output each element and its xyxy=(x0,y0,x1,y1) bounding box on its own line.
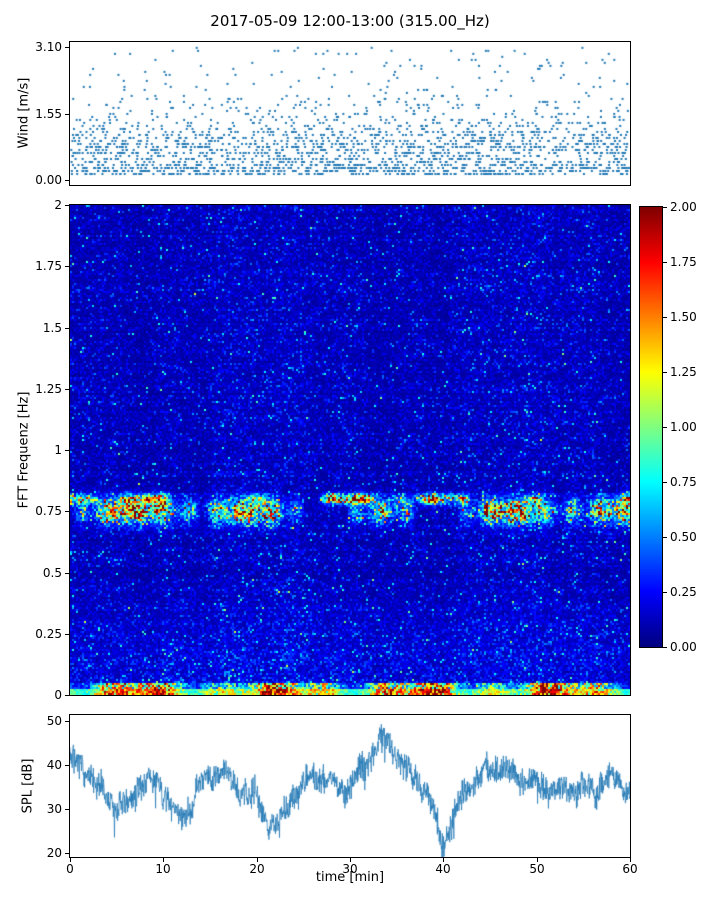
colorbar-tick-mark xyxy=(663,207,667,208)
wind-ytick-mark xyxy=(65,180,69,181)
fft-ytick-label: 1 xyxy=(54,443,62,457)
colorbar-tick-mark xyxy=(663,262,667,263)
fft-ytick-mark xyxy=(65,695,69,696)
colorbar-tick-mark xyxy=(663,537,667,538)
spl-line-plot xyxy=(69,714,631,858)
colorbar-tick-mark xyxy=(663,427,667,428)
fft-ytick-mark xyxy=(65,328,69,329)
spl-ytick-mark xyxy=(65,721,69,722)
fft-ytick-mark xyxy=(65,450,69,451)
colorbar-tick-label: 1.00 xyxy=(670,420,697,434)
fft-ytick-label: 0.5 xyxy=(42,566,62,580)
wind-scatter-canvas xyxy=(70,42,630,185)
colorbar-tick-label: 0.25 xyxy=(670,585,697,599)
fft-ytick-mark xyxy=(65,511,69,512)
wind-ytick-mark xyxy=(65,47,69,48)
wind-scatter-plot xyxy=(69,41,631,186)
colorbar-tick-label: 0.50 xyxy=(670,530,697,544)
fft-ytick-label: 1.25 xyxy=(35,382,62,396)
time-xtick-mark xyxy=(537,858,538,862)
fft-ytick-mark xyxy=(65,266,69,267)
spl-ytick-mark xyxy=(65,765,69,766)
fft-ytick-mark xyxy=(65,389,69,390)
x-axis-label: time [min] xyxy=(315,870,385,885)
spl-ytick-mark xyxy=(65,809,69,810)
colorbar-tick-label: 1.25 xyxy=(670,365,697,379)
fft-ytick-label: 1.75 xyxy=(35,259,62,273)
fft-ytick-label: 0.25 xyxy=(35,627,62,641)
wind-ytick-label: 0.00 xyxy=(35,173,62,187)
spl-ytick-label: 40 xyxy=(46,758,62,772)
time-xtick-mark xyxy=(443,858,444,862)
time-xtick-label: 40 xyxy=(435,862,451,876)
colorbar xyxy=(639,206,663,648)
colorbar-tick-mark xyxy=(663,592,667,593)
wind-ytick-label: 3.10 xyxy=(35,40,62,54)
colorbar-tick-label: 0.75 xyxy=(670,475,697,489)
fft-ytick-label: 2 xyxy=(54,198,62,212)
colorbar-tick-mark xyxy=(663,317,667,318)
figure-title: 2017-05-09 12:00-13:00 (315.00_Hz) xyxy=(210,12,490,30)
fft-ytick-mark xyxy=(65,634,69,635)
fft-ytick-label: 0 xyxy=(54,688,62,702)
time-xtick-mark xyxy=(350,858,351,862)
spl-ytick-mark xyxy=(65,853,69,854)
time-xtick-label: 20 xyxy=(249,862,265,876)
colorbar-tick-label: 1.75 xyxy=(670,255,697,269)
fft-spectrogram-canvas xyxy=(70,205,630,695)
time-xtick-label: 50 xyxy=(529,862,545,876)
wind-ytick-label: 1.55 xyxy=(35,107,62,121)
time-xtick-mark xyxy=(257,858,258,862)
time-xtick-label: 0 xyxy=(66,862,74,876)
spl-ytick-label: 20 xyxy=(46,846,62,860)
colorbar-tick-label: 0.00 xyxy=(670,640,697,654)
time-xtick-label: 30 xyxy=(342,862,358,876)
time-xtick-mark xyxy=(630,858,631,862)
time-xtick-mark xyxy=(70,858,71,862)
spl-ytick-label: 30 xyxy=(46,802,62,816)
fft-spectrogram-plot xyxy=(69,204,631,696)
time-xtick-label: 10 xyxy=(155,862,171,876)
colorbar-tick-label: 2.00 xyxy=(670,200,697,214)
time-xtick-label: 60 xyxy=(622,862,638,876)
spl-line-canvas xyxy=(70,715,630,857)
colorbar-tick-mark xyxy=(663,482,667,483)
colorbar-canvas xyxy=(640,207,662,647)
fft-ytick-mark xyxy=(65,573,69,574)
spl-ytick-label: 50 xyxy=(46,714,62,728)
time-xtick-mark xyxy=(163,858,164,862)
wind-ytick-mark xyxy=(65,114,69,115)
fft-ytick-label: 0.75 xyxy=(35,504,62,518)
colorbar-tick-mark xyxy=(663,647,667,648)
fft-ytick-label: 1.5 xyxy=(42,321,62,335)
fft-ytick-mark xyxy=(65,205,69,206)
colorbar-tick-mark xyxy=(663,372,667,373)
colorbar-tick-label: 1.50 xyxy=(670,310,697,324)
